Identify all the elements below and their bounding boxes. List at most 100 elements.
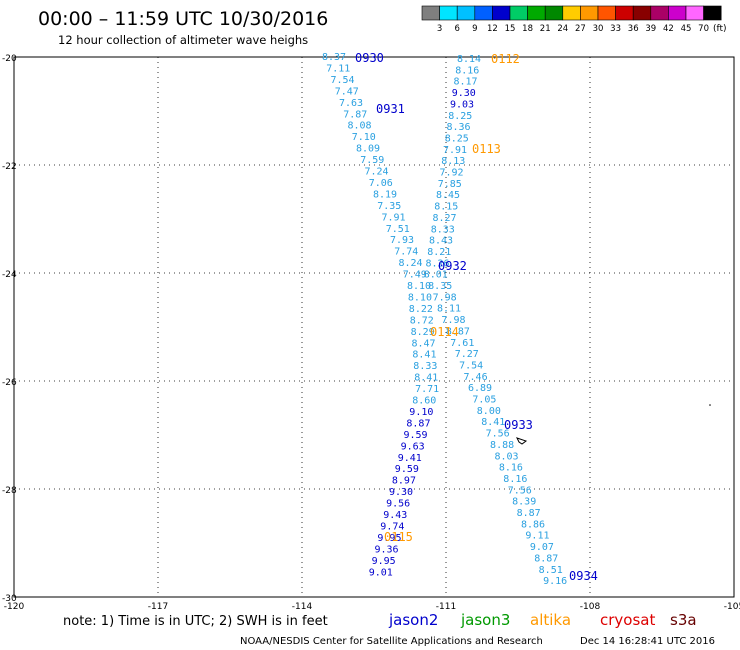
colorbar-label: 45 xyxy=(681,24,692,34)
swh-value: 9.03 xyxy=(450,99,474,110)
pass-label-0931: 0931 xyxy=(376,102,405,116)
swh-value: 7.54 xyxy=(331,75,355,86)
colorbar-swatch xyxy=(685,5,704,21)
swh-value: 8.10 xyxy=(407,281,431,292)
map-subtitle: 12 hour collection of altimeter wave hei… xyxy=(58,33,308,47)
legend-jason3: jason3 xyxy=(460,611,510,629)
colorbar-unit: (ft) xyxy=(713,24,727,34)
colorbar-swatch xyxy=(544,5,564,21)
swh-value: 7.51 xyxy=(386,224,410,235)
color-scale-bar: 3 6 9 12 15 18 21 24 27 30 33 36 39 42 45 70 xyxy=(421,5,722,34)
swh-value: 7.63 xyxy=(339,98,363,109)
swh-value: 8.25 xyxy=(448,111,472,122)
colorbar-label: 27 xyxy=(575,24,586,34)
swh-value: 8.72 xyxy=(410,315,434,326)
swh-value: 8.16 xyxy=(499,463,523,474)
legend-jason2: jason2 xyxy=(388,611,438,629)
swh-value: 7.98 xyxy=(433,292,457,303)
colorbar-label: 33 xyxy=(610,24,621,34)
legend-cryosat: cryosat xyxy=(600,611,655,629)
island-marker xyxy=(516,437,528,445)
swh-value: 9.41 xyxy=(398,453,422,464)
colorbar-label: 42 xyxy=(663,24,674,34)
swh-value: 8.36 xyxy=(447,122,471,133)
swh-value: 8.51 xyxy=(539,565,563,576)
swh-value: 8.08 xyxy=(348,121,372,132)
swh-value: 8.33 xyxy=(413,361,437,372)
colorbar-label: 30 xyxy=(593,24,604,34)
swh-value: 9.07 xyxy=(530,542,554,553)
map-title: 00:00 – 11:59 UTC 10/30/2016 xyxy=(38,8,328,30)
swh-value: 9.59 xyxy=(404,430,428,441)
swh-value: 8.60 xyxy=(412,396,436,407)
swh-value: 8.14 xyxy=(457,54,481,65)
swh-value: 8.01 xyxy=(424,270,448,281)
lon-tick-label: -114 xyxy=(292,602,313,612)
swh-value: 7.92 xyxy=(440,168,464,179)
colorbar-label: 24 xyxy=(557,24,568,34)
swh-value: 7.85 xyxy=(438,179,462,190)
colorbar-swatch xyxy=(668,5,687,21)
pass-label-0932: 0932 xyxy=(438,259,467,273)
swh-value: 8.25 xyxy=(445,133,469,144)
lat-tick-label: -28 xyxy=(2,486,17,496)
colorbar-label: 6 xyxy=(454,24,459,34)
swh-value: 7.24 xyxy=(365,167,389,178)
pass-label-0113: 0113 xyxy=(472,142,501,156)
colorbar-swatch xyxy=(509,5,528,21)
swh-value: 9.59 xyxy=(395,464,419,475)
swh-value: 7.56 xyxy=(486,429,510,440)
swh-value: 9.36 xyxy=(375,544,399,555)
colorbar-swatch xyxy=(474,5,493,21)
colorbar-label: 36 xyxy=(628,24,639,34)
swh-value: 8.97 xyxy=(392,476,416,487)
swh-value: 8.22 xyxy=(409,304,433,315)
footer-timestamp: Dec 14 16:28:41 UTC 2016 xyxy=(580,636,715,647)
lon-tick-label: -120 xyxy=(4,602,25,612)
lon-tick-label: -105 xyxy=(724,602,740,612)
swh-value: 8.41 xyxy=(481,417,505,428)
swh-value: 9.63 xyxy=(401,441,425,452)
swh-value: 7.98 xyxy=(441,315,465,326)
colorbar-label: 12 xyxy=(487,24,498,34)
swh-value: 8.29 xyxy=(411,327,435,338)
swh-value: 6.89 xyxy=(468,383,492,394)
colorbar-swatch xyxy=(439,5,458,21)
swh-value: 8.33 xyxy=(431,224,455,235)
swh-value: 8.13 xyxy=(441,156,465,167)
swh-value: 7.91 xyxy=(443,145,467,156)
lat-tick-label: -20 xyxy=(2,54,17,64)
swh-value: 7.11 xyxy=(326,63,350,74)
pass-label-0930: 0930 xyxy=(355,51,384,65)
colorbar-swatch xyxy=(650,5,669,21)
swh-value: 8.03 xyxy=(494,451,518,462)
swh-value: 7.46 xyxy=(464,372,488,383)
pass-label-0934: 0934 xyxy=(569,569,598,583)
swh-value: 9.30 xyxy=(389,487,413,498)
swh-value: 8.43 xyxy=(429,236,453,247)
swh-value: 8.37 xyxy=(322,52,346,63)
swh-value: 8.47 xyxy=(412,338,436,349)
island-dot xyxy=(709,404,711,406)
colorbar-swatch xyxy=(456,5,476,21)
swh-value: 9.56 xyxy=(386,499,410,510)
colorbar-label: 3 xyxy=(437,24,442,34)
swh-value: 9.43 xyxy=(383,510,407,521)
swh-value: 9.95 xyxy=(377,533,401,544)
lat-tick-label: -26 xyxy=(2,378,17,388)
swh-value: 8.39 xyxy=(512,497,536,508)
pass-label-0933: 0933 xyxy=(504,418,533,432)
swh-value: 8.27 xyxy=(433,213,457,224)
map-frame xyxy=(13,56,735,598)
colorbar-label: 18 xyxy=(522,24,533,34)
swh-value: 8.41 xyxy=(412,350,436,361)
colorbar-swatch xyxy=(421,5,440,21)
swh-value: 9.11 xyxy=(525,531,549,542)
colorbar-swatch xyxy=(527,5,546,21)
swh-value: 8.88 xyxy=(490,440,514,451)
swh-value: 7.35 xyxy=(377,201,401,212)
swh-value: 9.01 xyxy=(369,567,393,578)
swh-value: 7.74 xyxy=(394,247,418,258)
swh-value: 8.26 xyxy=(426,258,450,269)
